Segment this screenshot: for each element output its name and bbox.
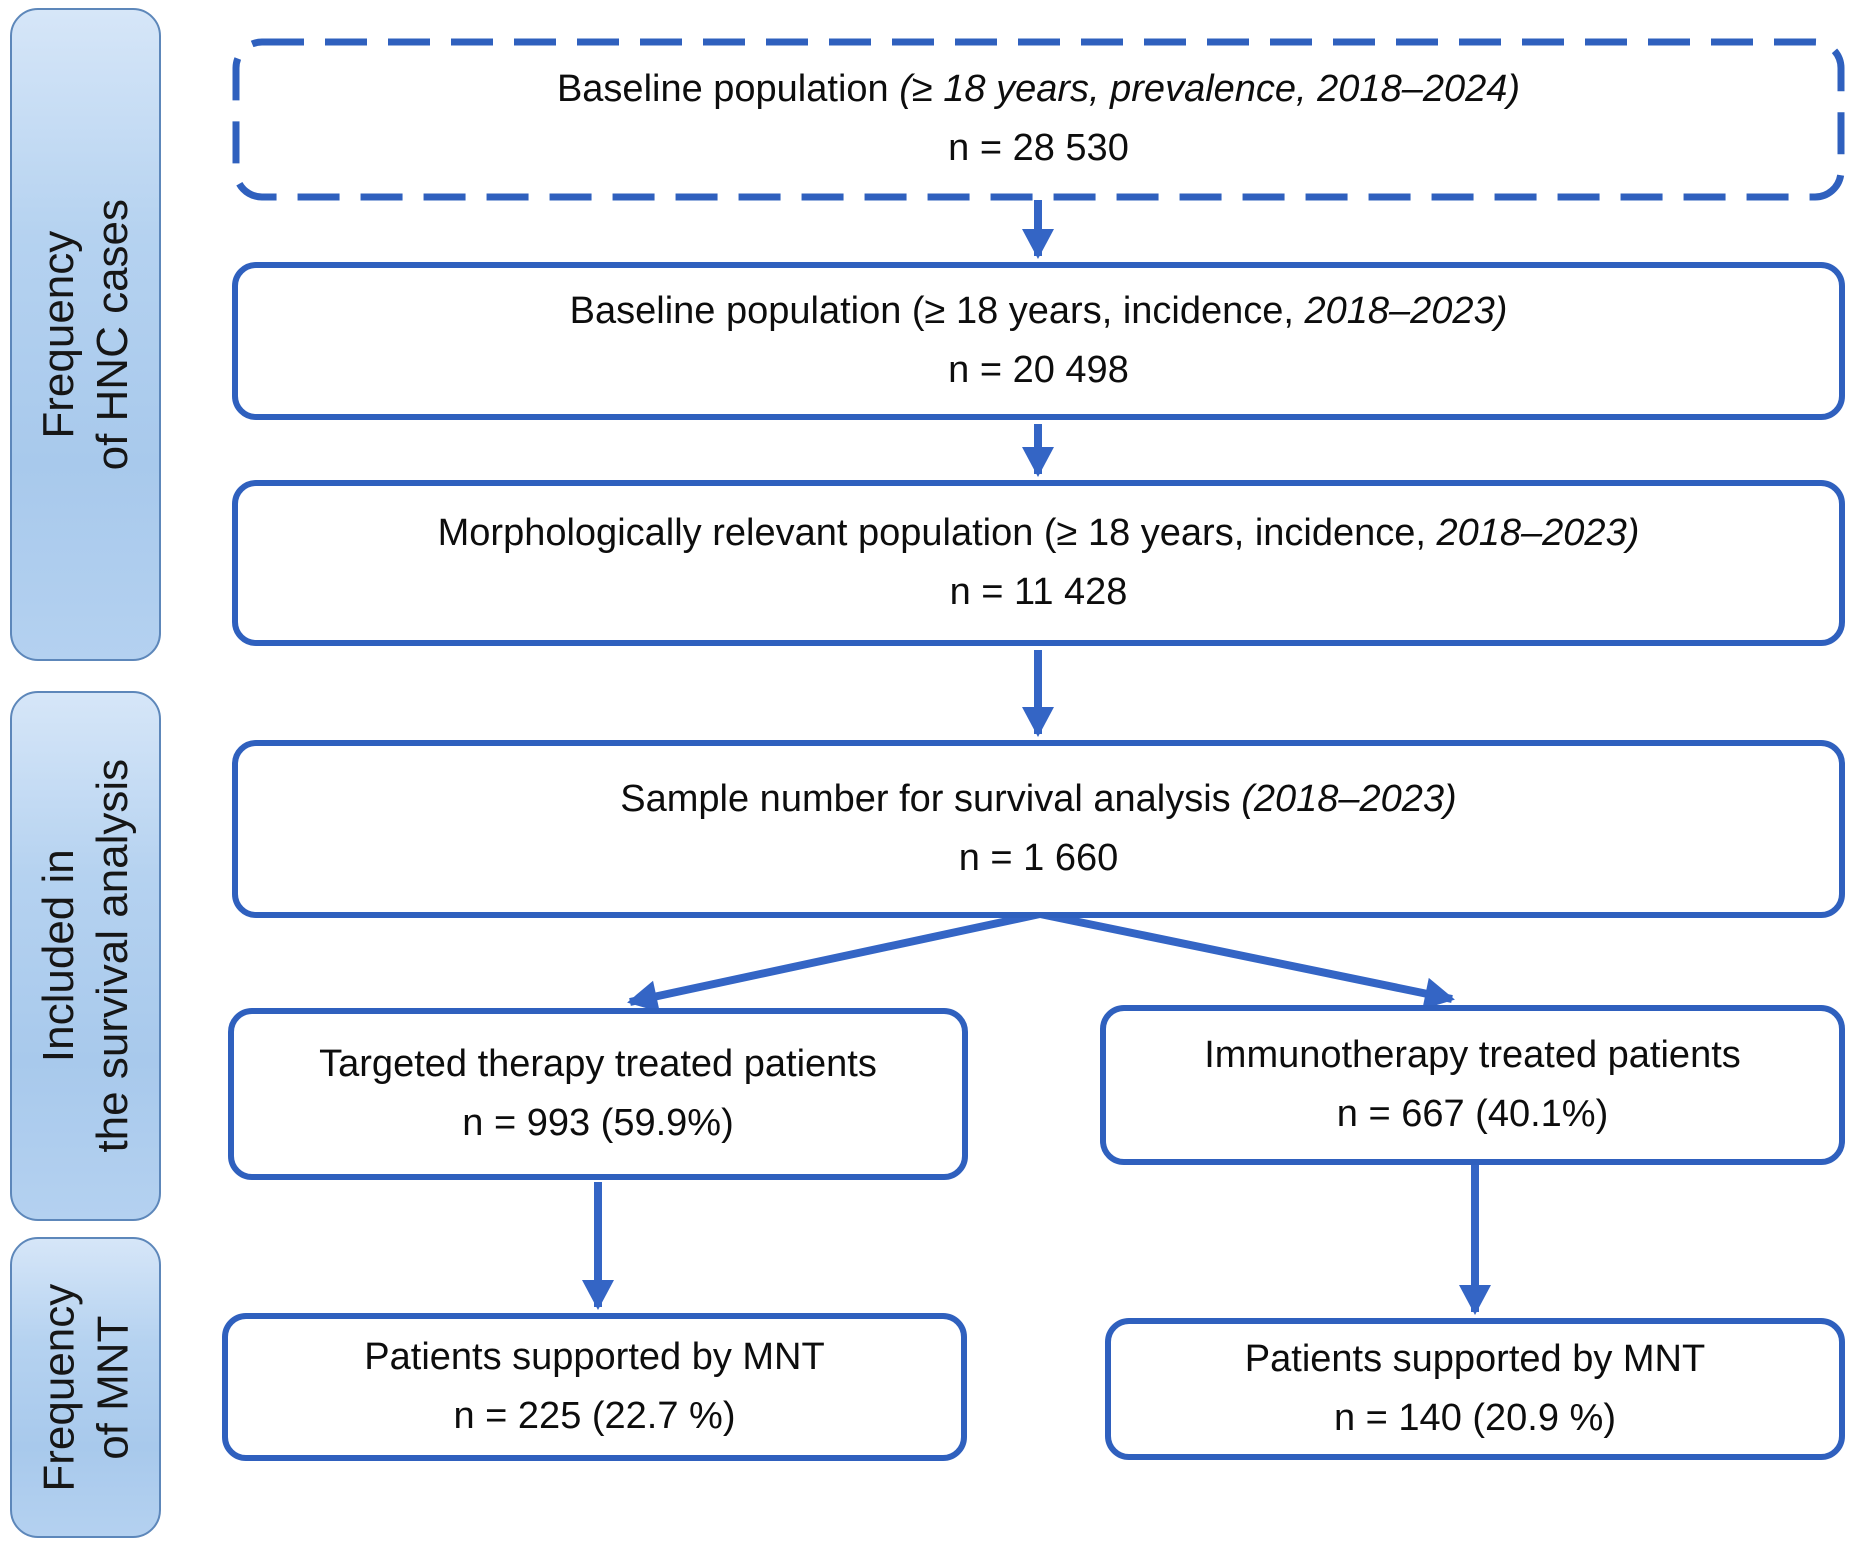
section-label-frequency-of-mnt: Frequency of MNT: [10, 1237, 161, 1538]
flow-box-sample-survival-analysis: Sample number for survival analysis (201…: [232, 740, 1845, 918]
section-label-line: of MNT: [87, 1315, 137, 1460]
flow-box-baseline-incidence: Baseline population (≥ 18 years, inciden…: [232, 262, 1845, 420]
flow-box-n-value: n = 993 (59.9%): [462, 1102, 734, 1144]
flow-box-n-value: n = 11 428: [949, 571, 1128, 613]
section-label-frequency-of-hnc-cases: Frequency of HNC cases: [10, 8, 161, 661]
arrow-split-right: [1039, 910, 1455, 1010]
flow-box-n-value: n = 667 (40.1%): [1336, 1093, 1609, 1135]
flow-box-n-value: n = 1 660: [958, 837, 1119, 879]
flow-box-title: Morphologically relevant population (≥ 1…: [437, 512, 1640, 555]
flow-box-n-value: n = 28 530: [948, 127, 1129, 169]
section-label-included-in-survival-analysis: Included in the survival analysis: [10, 691, 161, 1221]
flow-box-baseline-prevalence: Baseline population (≥ 18 years, prevale…: [232, 38, 1845, 200]
flow-box-title: Targeted therapy treated patients: [319, 1043, 877, 1086]
flow-box-title: Immunotherapy treated patients: [1204, 1034, 1741, 1077]
flow-box-mnt-targeted: Patients supported by MNT n = 225 (22.7 …: [222, 1313, 967, 1461]
section-label-line: Frequency: [33, 230, 83, 439]
section-label-line: the survival analysis: [87, 759, 137, 1153]
section-label-line: of HNC cases: [87, 198, 137, 471]
section-label-line: Included in: [33, 849, 83, 1063]
flow-box-mnt-immunotherapy: Patients supported by MNT n = 140 (20.9 …: [1105, 1318, 1845, 1460]
flow-box-title: Patients supported by MNT: [364, 1336, 825, 1379]
flow-box-n-value: n = 20 498: [948, 349, 1129, 391]
flow-box-title: Sample number for survival analysis (201…: [620, 778, 1457, 821]
flow-box-n-value: n = 140 (20.9 %): [1333, 1397, 1616, 1439]
flow-box-immunotherapy: Immunotherapy treated patients n = 667 (…: [1100, 1005, 1845, 1165]
flow-box-morphologically-relevant: Morphologically relevant population (≥ 1…: [232, 480, 1845, 646]
flow-box-title: Baseline population (≥ 18 years, prevale…: [556, 68, 1521, 111]
flow-box-title: Patients supported by MNT: [1244, 1338, 1706, 1381]
arrow-split-left: [627, 910, 1041, 1012]
section-label-line: Frequency: [33, 1283, 83, 1492]
flow-box-targeted-therapy: Targeted therapy treated patients n = 99…: [228, 1008, 968, 1180]
flow-box-title: Baseline population (≥ 18 years, inciden…: [569, 290, 1508, 333]
dashed-box-border: [232, 38, 1845, 201]
flow-box-n-value: n = 225 (22.7 %): [453, 1395, 736, 1437]
